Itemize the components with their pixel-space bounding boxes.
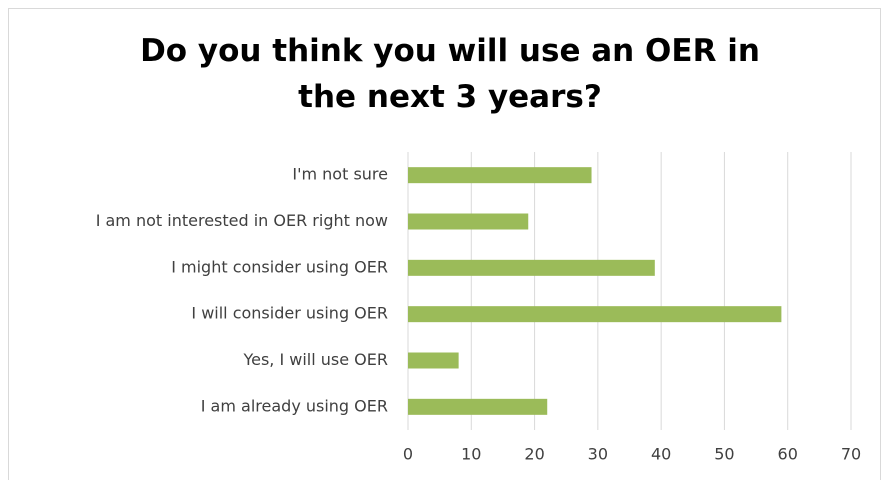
y-tick-label: I might consider using OER xyxy=(171,257,388,276)
bar xyxy=(408,167,592,184)
y-tick-label: I'm not sure xyxy=(292,165,388,184)
x-tick-label: 10 xyxy=(461,445,481,464)
chart-border xyxy=(8,8,881,480)
bar xyxy=(408,306,782,323)
x-tick-label: 20 xyxy=(524,445,544,464)
x-tick-label: 60 xyxy=(778,445,798,464)
bar xyxy=(408,398,548,415)
x-tick-label: 50 xyxy=(714,445,734,464)
bar xyxy=(408,259,655,276)
y-tick-label: I am already using OER xyxy=(201,396,388,415)
y-tick-label: I am not interested in OER right now xyxy=(96,211,388,230)
x-tick-label: 70 xyxy=(841,445,861,464)
y-tick-label: Yes, I will use OER xyxy=(242,350,388,369)
x-tick-label: 40 xyxy=(651,445,671,464)
bar xyxy=(408,352,459,369)
x-tick-label: 30 xyxy=(588,445,608,464)
x-tick-label: 0 xyxy=(403,445,413,464)
y-tick-label: I will consider using OER xyxy=(191,304,388,323)
bar xyxy=(408,213,529,230)
chart-title: Do you think you will use an OER in the … xyxy=(140,33,760,115)
